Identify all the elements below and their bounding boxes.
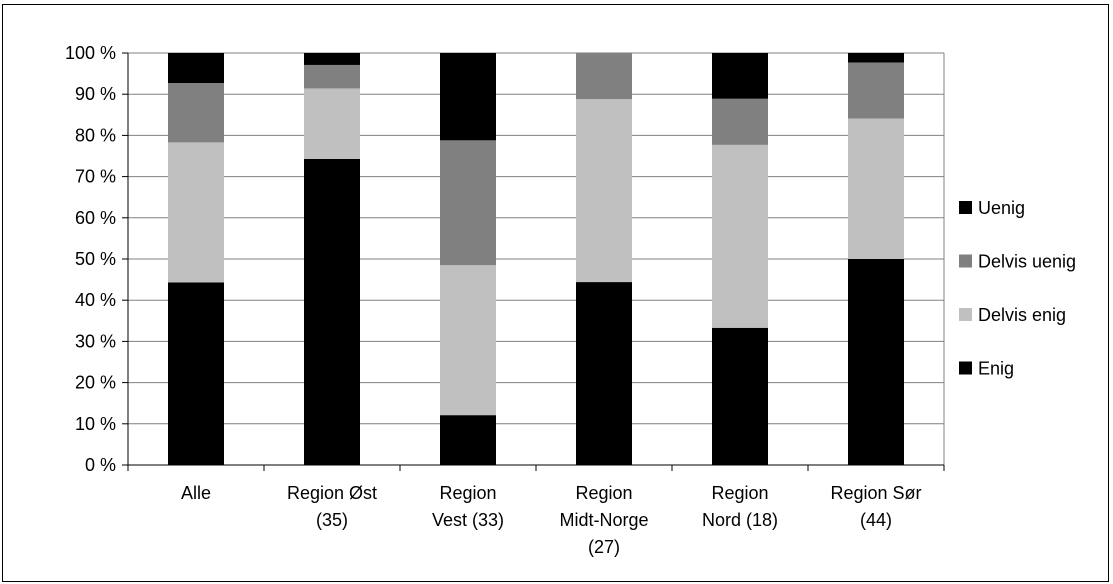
legend-swatch [959,361,972,375]
y-tick-label: 40 % [75,290,116,310]
category-label: (27) [588,537,620,557]
bar-segment-uenig [168,53,224,84]
category-label: Region [711,483,768,503]
bar-segment-delvis-enig [304,88,360,159]
bar-segment-delvis-uenig [576,53,632,100]
bar-segment-enig [848,259,904,465]
category-label: Nord (18) [702,510,778,530]
bar-segment-uenig [440,53,496,141]
bar-segment-enig [712,327,768,465]
y-tick-label: 20 % [75,373,116,393]
bar-segment-delvis-uenig [440,140,496,266]
bar-segment-delvis-uenig [712,98,768,145]
bars [168,53,904,465]
bar-segment-delvis-enig [440,265,496,416]
y-tick-labels: 0 % 10 % 20 % 30 % 40 % 50 % 60 % 70 % 80 % 90 % 1… [65,43,116,475]
category-label: Region [439,483,496,503]
axes [122,52,945,471]
bar-segment-delvis-enig [576,99,632,283]
bar-segment-delvis-enig [848,118,904,260]
gridlines [128,52,945,465]
y-tick-label: 90 % [75,84,116,104]
legend-label: Delvis uenig [978,252,1076,272]
category-label: Region [575,483,632,503]
category-label: Region Øst [287,483,377,503]
legend-swatch [959,254,972,268]
bar-segment-delvis-enig [712,144,768,328]
bar-segment-enig [168,282,224,465]
y-tick-label: 10 % [75,414,116,434]
bar-segment-uenig [848,53,904,63]
y-tick-label: 100 % [65,43,116,63]
legend-label: Uenig [978,198,1025,218]
bar-segment-uenig [304,53,360,65]
bar-segment-delvis-uenig [848,62,904,119]
category-label: (35) [316,510,348,530]
bar-segment-enig [304,158,360,465]
y-tick-label: 80 % [75,125,116,145]
bar-segment-uenig [712,53,768,99]
bar-segment-enig [576,282,632,465]
category-labels: Alle Region Øst (35) Region Vest (33) Region M… [181,483,922,557]
bar-segment-delvis-uenig [168,83,224,143]
category-label: Region Sør [830,483,921,503]
bar-segment-delvis-enig [168,142,224,283]
legend-label: Delvis enig [978,305,1066,325]
bar-segment-enig [440,415,496,465]
y-tick-label: 70 % [75,167,116,187]
legend-swatch [959,201,972,214]
y-tick-label: 0 % [85,455,116,475]
y-tick-label: 50 % [75,249,116,269]
legend-swatch [959,308,972,321]
y-tick-label: 60 % [75,208,116,228]
category-label: Vest (33) [432,510,504,530]
legend: Uenig Delvis uenig Delvis enig Enig [959,198,1076,379]
y-tick-label: 30 % [75,331,116,351]
category-label: Alle [181,483,211,503]
category-label: (44) [860,510,892,530]
bar-segment-delvis-uenig [304,64,360,89]
legend-label: Enig [978,359,1014,379]
category-label: Midt-Norge [559,510,648,530]
